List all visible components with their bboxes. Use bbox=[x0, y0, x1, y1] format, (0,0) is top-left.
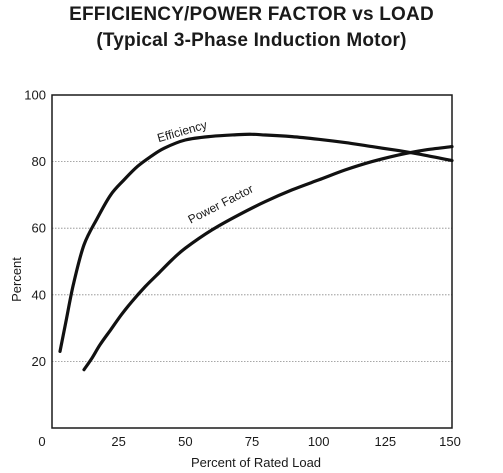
tick-labels: 20 40 60 80 100 0 25 50 75 100 125 150 bbox=[24, 88, 461, 450]
efficiency-line bbox=[58, 132, 454, 353]
power-factor-line bbox=[82, 145, 454, 372]
y-tick-label: 80 bbox=[32, 154, 46, 169]
y-tick-label: 20 bbox=[32, 354, 46, 369]
plot-frame bbox=[51, 94, 453, 429]
x-tick-label: 100 bbox=[308, 434, 330, 449]
chart-title: EFFICIENCY/POWER FACTOR vs LOAD bbox=[69, 4, 434, 25]
power-factor-curve-label: Power Factor bbox=[186, 182, 256, 227]
grid-lines bbox=[52, 161, 452, 362]
y-tick-label: 60 bbox=[32, 221, 46, 236]
x-tick-label: 50 bbox=[178, 434, 192, 449]
x-tick-label: 75 bbox=[245, 434, 259, 449]
x-tick-label: 25 bbox=[111, 434, 125, 449]
x-tick-label: 125 bbox=[374, 434, 396, 449]
y-tick-label: 40 bbox=[32, 287, 46, 302]
series-layer bbox=[58, 132, 454, 372]
chart-subtitle: (Typical 3-Phase Induction Motor) bbox=[96, 30, 407, 51]
x-tick-label: 150 bbox=[439, 434, 461, 449]
x-axis-label: Percent of Rated Load bbox=[191, 455, 321, 470]
y-axis-label: Percent bbox=[9, 257, 24, 302]
y-tick-label: 100 bbox=[24, 88, 46, 103]
x-tick-label: 0 bbox=[38, 434, 45, 449]
